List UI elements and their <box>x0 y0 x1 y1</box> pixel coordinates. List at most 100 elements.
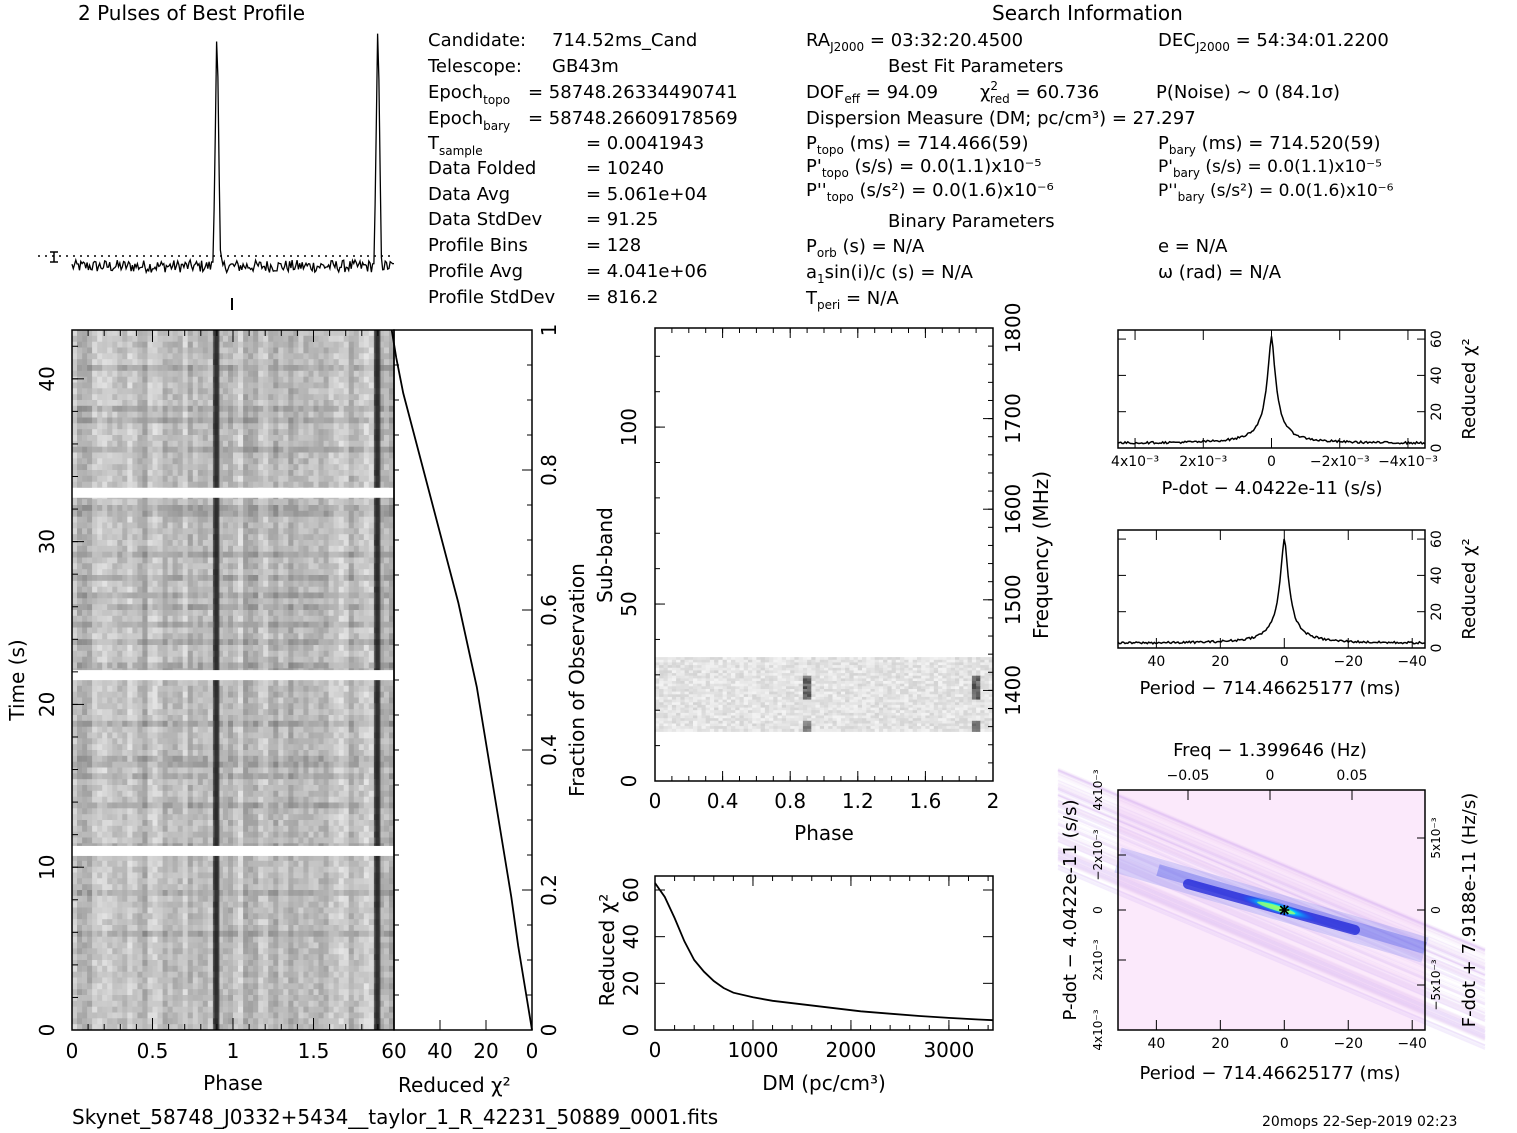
heat-cell <box>348 516 355 523</box>
heat-cell <box>187 697 194 704</box>
heat-cell <box>207 347 214 354</box>
heat-cell <box>323 732 329 739</box>
heat-cell <box>308 475 314 482</box>
heat-cell <box>378 744 385 751</box>
heat-cell <box>192 435 199 442</box>
heat-cell <box>328 370 334 377</box>
heat-cell <box>157 639 163 646</box>
heat-cell <box>127 540 133 547</box>
heat-cell <box>238 359 244 366</box>
heat-cell <box>263 656 269 663</box>
heat-cell <box>253 464 259 471</box>
heat-cell <box>308 680 314 687</box>
heat-cell <box>238 592 244 599</box>
heat-cell <box>318 685 324 692</box>
heat-cell <box>243 423 249 430</box>
heat-cell <box>383 744 390 751</box>
heat-cell <box>243 715 249 722</box>
heat-cell <box>263 470 269 477</box>
heat-cell <box>217 353 224 360</box>
info-left-row: Epochbary <box>428 108 510 133</box>
heat-cell <box>378 545 385 552</box>
heat-cell <box>283 347 289 354</box>
heat-cell <box>288 691 294 698</box>
heat-cell <box>117 720 123 727</box>
heat-cell <box>137 580 143 587</box>
heat-cell <box>127 551 133 558</box>
heat-cell <box>303 715 309 722</box>
heat-cell <box>383 615 390 622</box>
heat-cell <box>308 370 314 377</box>
heat-cell <box>162 551 168 558</box>
heat-cell <box>217 732 224 739</box>
heat-cell <box>102 510 108 517</box>
heat-cell <box>87 400 93 407</box>
heat-cell <box>132 703 138 710</box>
heat-cell <box>363 341 370 348</box>
heat-cell <box>157 610 163 617</box>
heat-cell <box>137 738 143 745</box>
heat-cell <box>348 767 355 774</box>
heat-cell <box>172 685 178 692</box>
heat-cell <box>293 429 299 436</box>
heat-cell <box>338 685 345 692</box>
heat-cell <box>243 761 249 768</box>
heat-cell <box>263 703 269 710</box>
heat-cell <box>112 423 118 430</box>
heat-cell <box>207 697 214 704</box>
heat-cell <box>117 732 123 739</box>
heat-cell <box>142 767 148 774</box>
heat-cell <box>197 423 204 430</box>
heat-cell <box>353 464 360 471</box>
heat-cell <box>142 417 148 424</box>
heat-cell <box>77 645 83 652</box>
heat-cell <box>132 347 138 354</box>
heat-cell <box>368 341 375 348</box>
heat-cell <box>107 347 113 354</box>
heat-cell <box>92 376 98 383</box>
heat-cell <box>167 773 173 780</box>
heat-cell <box>117 510 123 517</box>
heat-cell <box>298 610 304 617</box>
heat-cell <box>268 470 274 477</box>
heat-cell <box>92 773 98 780</box>
heat-cell <box>72 481 78 488</box>
heat-cell <box>157 382 163 389</box>
heat-cell <box>197 621 204 628</box>
heat-cell <box>77 604 83 611</box>
heat-cell <box>197 359 204 366</box>
heat-cell <box>293 580 299 587</box>
heat-cell <box>147 382 153 389</box>
heat-cell <box>202 505 209 512</box>
heat-cell <box>137 464 143 471</box>
heat-cell <box>368 627 375 634</box>
heat-cell <box>278 656 284 663</box>
heat-cell <box>358 516 365 523</box>
heat-cell <box>137 452 143 459</box>
omega-line: ω (rad) = N/A <box>1158 262 1282 283</box>
heat-cell <box>303 365 309 372</box>
heat-cell <box>132 440 138 447</box>
heat-cell <box>137 732 143 739</box>
heat-cell <box>273 773 279 780</box>
heat-cell <box>313 773 319 780</box>
heat-cell <box>348 452 355 459</box>
heat-cell <box>258 645 264 652</box>
heat-cell <box>127 528 133 535</box>
heat-cell <box>72 685 78 692</box>
heat-cell <box>313 411 319 418</box>
heat-cell <box>202 563 209 570</box>
heat-cell <box>238 370 244 377</box>
heat-cell <box>177 697 184 704</box>
heat-cell <box>378 685 385 692</box>
heat-cell <box>258 528 264 535</box>
heat-cell <box>82 779 88 786</box>
heat-cell <box>298 394 304 401</box>
heat-cell <box>157 767 163 774</box>
heat-cell <box>132 423 138 430</box>
heat-cell <box>343 773 350 780</box>
heat-cell <box>253 767 259 774</box>
heat-cell <box>197 347 204 354</box>
heat-cell <box>273 505 279 512</box>
heat-cell <box>328 522 334 529</box>
